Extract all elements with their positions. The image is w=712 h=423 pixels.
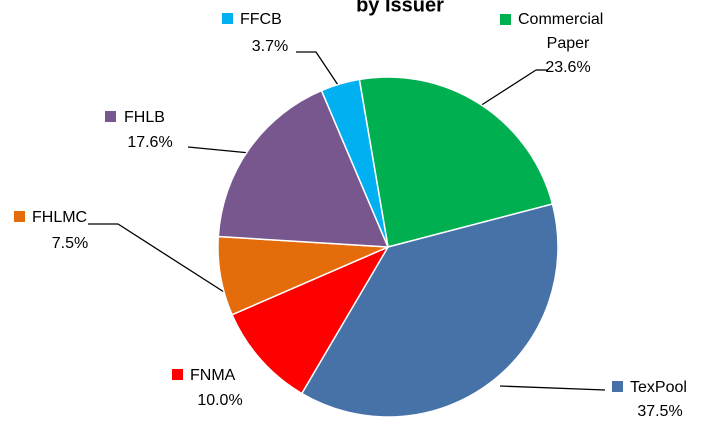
slice-label: FHLB (124, 109, 165, 126)
legend-swatch (500, 14, 511, 25)
pie-slice (300, 203, 559, 418)
value-label: 23.6% (545, 59, 590, 76)
chart-title: by Issuer (356, 0, 444, 16)
slice-label: TexPool (630, 379, 687, 396)
slice-label: FFCB (240, 11, 282, 28)
pie-slice (320, 78, 389, 248)
legend-swatch (222, 13, 233, 24)
value-label: 37.5% (637, 403, 682, 420)
legend-swatch (14, 211, 25, 222)
legend-swatch (172, 369, 183, 380)
leader-lines (88, 51, 606, 391)
value-label: 10.0% (197, 392, 242, 409)
pie-slice (217, 89, 390, 248)
leader-line (499, 385, 606, 391)
leader-line (296, 51, 341, 89)
slice-label: FHLMC (32, 209, 87, 226)
slice-label: FNMA (190, 367, 236, 384)
value-label: 17.6% (127, 134, 172, 151)
leader-line (479, 69, 537, 107)
leader-line (88, 223, 225, 293)
legend-swatch (612, 381, 623, 392)
pie-slice (358, 76, 554, 248)
slice-label: Commercial (518, 11, 603, 28)
legend-swatch (105, 111, 116, 122)
leader-line (187, 146, 251, 154)
slice-label: Paper (547, 35, 590, 52)
value-label: 7.5% (52, 235, 88, 252)
value-label: 3.7% (252, 38, 288, 55)
pie-slice (231, 245, 390, 395)
